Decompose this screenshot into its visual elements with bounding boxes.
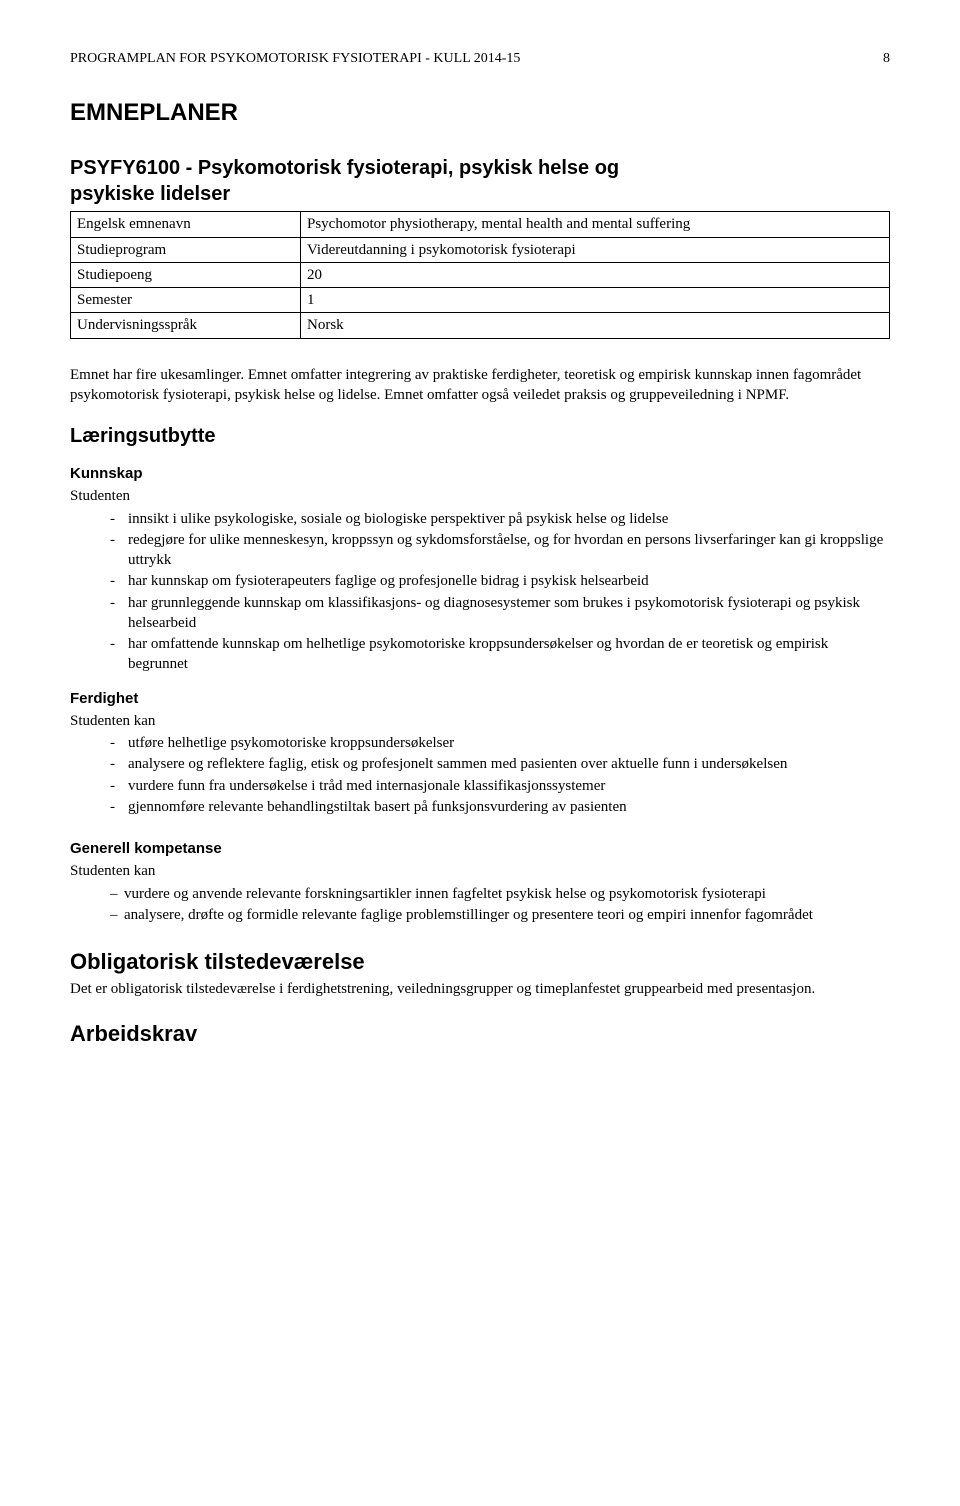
arbeidskrav-heading: Arbeidskrav	[70, 1019, 890, 1049]
page-header: PROGRAMPLAN FOR PSYKOMOTORISK FYSIOTERAP…	[70, 50, 890, 69]
meta-label: Semester	[71, 288, 301, 313]
list-item: gjennomføre relevante behandlingstiltak …	[110, 797, 890, 817]
ferdighet-lead: Studenten kan	[70, 711, 890, 731]
header-left: PROGRAMPLAN FOR PSYKOMOTORISK FYSIOTERAP…	[70, 50, 520, 69]
list-item: har omfattende kunnskap om helhetlige ps…	[110, 634, 890, 675]
table-row: Semester 1	[71, 288, 890, 313]
generell-lead: Studenten kan	[70, 861, 890, 881]
list-item: analysere og reflektere faglig, etisk og…	[110, 754, 890, 774]
meta-value: 1	[301, 288, 890, 313]
intro-paragraph: Emnet har fire ukesamlinger. Emnet omfat…	[70, 365, 890, 406]
list-item: redegjøre for ulike menneskesyn, kroppss…	[110, 530, 890, 571]
obligatorisk-text: Det er obligatorisk tilstedeværelse i fe…	[70, 979, 890, 999]
meta-label: Engelsk emnenavn	[71, 212, 301, 237]
list-item: har kunnskap om fysioterapeuters faglige…	[110, 571, 890, 591]
list-item: analysere, drøfte og formidle relevante …	[110, 905, 890, 925]
list-item: vurdere funn fra undersøkelse i tråd med…	[110, 776, 890, 796]
course-title-line2: psykiske lidelser	[70, 183, 230, 205]
list-item: utføre helhetlige psykomotoriske kroppsu…	[110, 733, 890, 753]
course-title-line1: PSYFY6100 - Psykomotorisk fysioterapi, p…	[70, 157, 619, 179]
table-row: Studieprogram Videreutdanning i psykomot…	[71, 237, 890, 262]
table-row: Undervisningsspråk Norsk	[71, 313, 890, 338]
meta-label: Undervisningsspråk	[71, 313, 301, 338]
laeringsutbytte-heading: Læringsutbytte	[70, 423, 890, 450]
generell-list: vurdere og anvende relevante forskningsa…	[70, 884, 890, 926]
list-item: innsikt i ulike psykologiske, sosiale og…	[110, 509, 890, 529]
ferdighet-heading: Ferdighet	[70, 689, 890, 709]
meta-value: Videreutdanning i psykomotorisk fysioter…	[301, 237, 890, 262]
generell-heading: Generell kompetanse	[70, 839, 890, 859]
meta-value: 20	[301, 262, 890, 287]
course-meta-table: Engelsk emnenavn Psychomotor physiothera…	[70, 211, 890, 338]
meta-label: Studiepoeng	[71, 262, 301, 287]
kunnskap-lead: Studenten	[70, 486, 890, 506]
ferdighet-list: utføre helhetlige psykomotoriske kroppsu…	[70, 733, 890, 817]
meta-value: Norsk	[301, 313, 890, 338]
meta-value: Psychomotor physiotherapy, mental health…	[301, 212, 890, 237]
table-row: Studiepoeng 20	[71, 262, 890, 287]
meta-label: Studieprogram	[71, 237, 301, 262]
kunnskap-list: innsikt i ulike psykologiske, sosiale og…	[70, 509, 890, 675]
table-row: Engelsk emnenavn Psychomotor physiothera…	[71, 212, 890, 237]
main-title: EMNEPLANER	[70, 97, 890, 129]
list-item: har grunnleggende kunnskap om klassifika…	[110, 593, 890, 634]
list-item: vurdere og anvende relevante forskningsa…	[110, 884, 890, 904]
page-number: 8	[883, 50, 890, 69]
obligatorisk-heading: Obligatorisk tilstedeværelse	[70, 947, 890, 977]
kunnskap-heading: Kunnskap	[70, 464, 890, 484]
course-title: PSYFY6100 - Psykomotorisk fysioterapi, p…	[70, 155, 890, 207]
